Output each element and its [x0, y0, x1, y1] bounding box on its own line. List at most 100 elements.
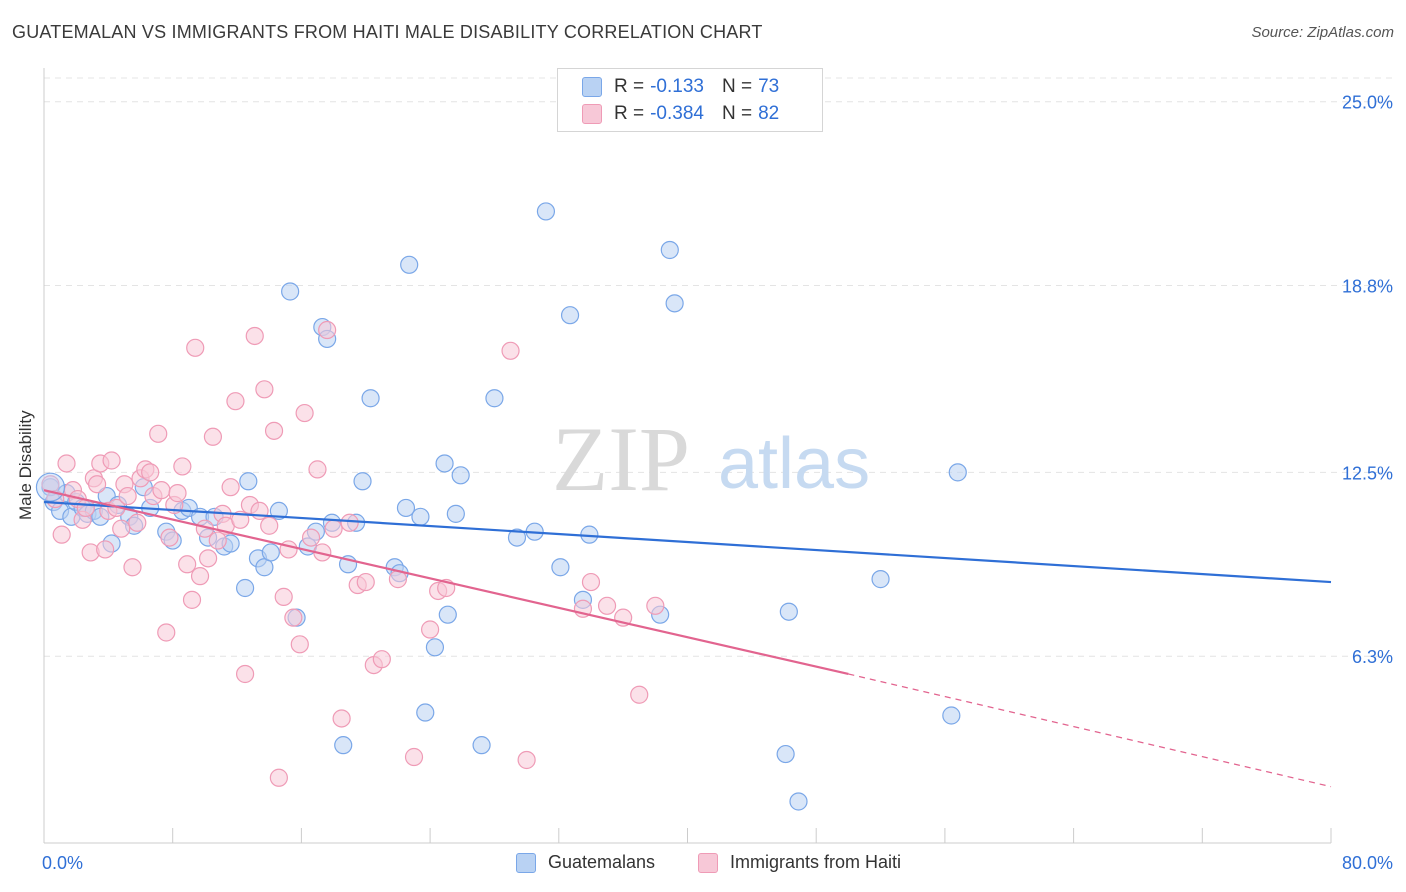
bottom-legend-label: Guatemalans	[548, 852, 656, 872]
point-haiti	[290, 635, 309, 654]
point-haiti	[517, 750, 536, 770]
point-haiti	[118, 486, 137, 506]
legend-n-value: 73	[758, 76, 780, 97]
y-tick-label: 18.8%	[1342, 277, 1393, 297]
point-guatemalans	[400, 255, 419, 274]
point-haiti	[630, 685, 649, 704]
legend-n-value: 82	[758, 103, 780, 124]
bottom-legend-swatch-haiti	[698, 852, 718, 873]
point-guatemalans	[507, 528, 527, 547]
point-guatemalans	[361, 389, 380, 408]
point-guatemalans	[536, 202, 556, 221]
legend-n-label: N =	[721, 103, 753, 124]
point-haiti	[235, 664, 255, 684]
point-haiti	[173, 457, 192, 476]
bottom-legend-guatemalans[interactable]: Guatemalans	[516, 852, 655, 873]
legend: R = -0.133 N = 73 R = -0.384 N = 82	[557, 68, 823, 132]
axes	[43, 68, 1332, 844]
point-guatemalans	[948, 463, 967, 482]
point-guatemalans	[560, 306, 580, 325]
chart-title: GUATEMALAN VS IMMIGRANTS FROM HAITI MALE…	[12, 22, 763, 42]
point-guatemalans	[446, 504, 465, 523]
x-tick-label: 0.0%	[42, 853, 83, 873]
x-tick-label: 80.0%	[1342, 853, 1393, 873]
point-guatemalans	[261, 543, 280, 562]
point-haiti	[260, 516, 279, 535]
point-haiti	[301, 528, 321, 547]
trend-line-guatemalans	[43, 500, 1332, 584]
point-haiti	[255, 380, 274, 399]
point-guatemalans	[396, 498, 416, 518]
point-guatemalans	[334, 736, 353, 755]
gridlines	[44, 77, 1394, 657]
point-guatemalans	[235, 578, 255, 598]
point-guatemalans	[416, 703, 435, 722]
point-haiti	[332, 709, 351, 728]
point-haiti	[340, 513, 359, 532]
point-haiti	[57, 454, 76, 473]
bottom-legend: Guatemalans Immigrants from Haiti	[0, 852, 1406, 878]
legend-r-value: -0.133	[650, 76, 704, 97]
point-haiti	[356, 572, 375, 592]
point-guatemalans	[665, 294, 684, 313]
point-haiti	[264, 421, 284, 440]
point-haiti	[226, 392, 245, 411]
watermark-zip: ZIP	[552, 408, 690, 510]
point-guatemalans	[411, 507, 430, 526]
bottom-legend-label: Immigrants from Haiti	[730, 852, 902, 872]
point-haiti	[501, 341, 520, 360]
legend-row-haiti: R = -0.384 N = 82	[582, 101, 779, 127]
point-haiti	[149, 424, 168, 443]
trend-line-haiti	[43, 489, 849, 676]
bottom-legend-swatch-guatemalans	[516, 852, 536, 873]
y-tick-label: 12.5%	[1342, 463, 1393, 483]
y-tick-label: 6.3%	[1352, 647, 1393, 667]
bottom-legend-haiti[interactable]: Immigrants from Haiti	[698, 852, 901, 873]
trend-lines	[43, 489, 1332, 788]
point-haiti	[324, 519, 343, 538]
point-guatemalans	[942, 706, 961, 725]
point-guatemalans	[451, 466, 470, 485]
point-haiti	[646, 596, 665, 615]
point-guatemalans	[239, 472, 258, 491]
point-guatemalans	[776, 744, 795, 764]
point-haiti	[208, 531, 227, 550]
point-guatemalans	[35, 472, 66, 502]
tick-labels: 6.3% 12.5% 18.8% 25.0% 0.0% 80.0%	[42, 93, 1393, 873]
point-haiti	[178, 555, 197, 574]
legend-swatch-haiti	[582, 104, 602, 124]
point-haiti	[128, 513, 147, 532]
point-guatemalans	[779, 602, 798, 621]
point-haiti	[186, 338, 205, 357]
trend-line-haiti-extension	[848, 673, 1332, 788]
point-haiti	[198, 549, 218, 568]
watermark: ZIP atlas	[552, 408, 870, 510]
point-haiti	[318, 320, 337, 340]
point-guatemalans	[472, 736, 491, 755]
legend-r-label: R =	[614, 76, 645, 97]
source-credit: Source: ZipAtlas.com	[1251, 24, 1394, 41]
point-haiti	[102, 451, 121, 470]
point-haiti	[87, 475, 107, 494]
point-haiti	[157, 623, 176, 642]
point-haiti	[152, 481, 171, 500]
point-haiti	[308, 460, 327, 479]
point-haiti	[274, 587, 293, 606]
legend-n-label: N =	[721, 76, 753, 97]
point-guatemalans	[353, 472, 372, 491]
point-haiti	[123, 558, 142, 577]
point-guatemalans	[871, 570, 890, 589]
y-axis-label: Male Disability	[16, 410, 35, 520]
legend-swatch-guatemalans	[582, 77, 602, 97]
legend-r-label: R =	[614, 103, 645, 124]
point-haiti	[203, 427, 223, 446]
point-guatemalans	[438, 605, 457, 624]
point-guatemalans	[435, 454, 454, 473]
legend-row-guatemalans: R = -0.133 N = 73	[582, 74, 779, 100]
point-haiti	[279, 540, 298, 559]
point-haiti	[295, 403, 314, 423]
point-haiti	[160, 528, 179, 547]
point-haiti	[581, 572, 601, 592]
point-haiti	[112, 519, 131, 538]
